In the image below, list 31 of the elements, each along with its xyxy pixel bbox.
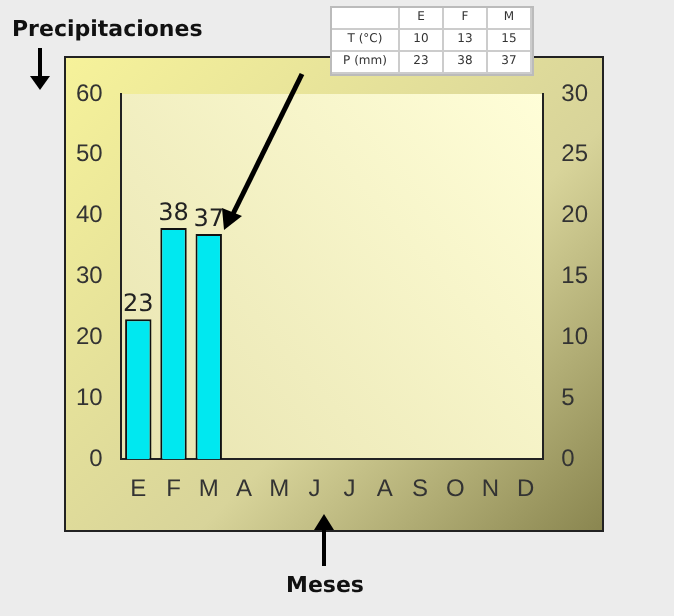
y-tick-label: 50: [75, 139, 104, 168]
x-tick-label: N: [481, 474, 500, 503]
y-tick-label: 60: [75, 78, 104, 107]
x-tick-label: A: [235, 474, 252, 503]
x-tick-label: O: [445, 474, 465, 503]
x-tick-label: A: [376, 474, 393, 503]
x-tick-label: J: [308, 474, 321, 503]
y2-tick-label: 15: [561, 261, 589, 290]
y2-tick-label: 10: [561, 322, 589, 351]
x-tick-label: M: [269, 474, 290, 503]
x-tick-label: D: [517, 474, 536, 503]
y2-tick-label: 30: [561, 78, 589, 107]
x-tick-label: S: [412, 474, 429, 503]
x-tick-label: J: [343, 474, 356, 503]
y-axis-title: Precipitaciones: [12, 16, 203, 42]
data-label: 23: [123, 289, 154, 318]
y-tick-label: 20: [75, 322, 104, 351]
y-tick-label: 30: [75, 261, 104, 290]
x-tick-label: F: [166, 474, 181, 503]
x-tick-label: E: [130, 474, 147, 503]
data-label: 37: [193, 204, 225, 233]
y2-tick-label: 25: [561, 139, 589, 168]
y-tick-label: 0: [89, 443, 104, 472]
x-tick-label: M: [198, 474, 219, 503]
y2-tick-label: 0: [561, 443, 576, 472]
y2-tick-label: 5: [561, 382, 576, 411]
y-tick-label: 40: [75, 200, 104, 229]
y2-tick-label: 20: [561, 200, 589, 229]
y-tick-label: 10: [75, 382, 104, 411]
x-axis-title: Meses: [286, 572, 364, 598]
data-label: 38: [158, 198, 189, 227]
